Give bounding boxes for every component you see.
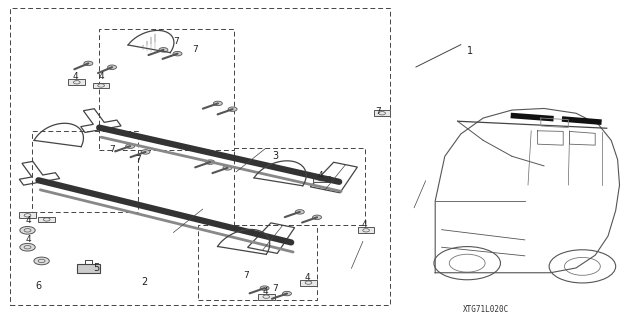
Circle shape — [260, 286, 269, 290]
Text: 2: 2 — [141, 277, 147, 287]
Text: 4: 4 — [263, 287, 268, 296]
Text: 7: 7 — [273, 284, 278, 293]
Text: 4: 4 — [26, 235, 31, 244]
Circle shape — [223, 166, 232, 170]
Bar — [300, 280, 317, 286]
Text: 7: 7 — [173, 37, 179, 46]
Bar — [93, 83, 109, 88]
Text: 3: 3 — [272, 151, 278, 161]
Text: 4: 4 — [317, 171, 323, 180]
Text: 4: 4 — [73, 72, 78, 81]
Circle shape — [34, 257, 49, 265]
Text: 4: 4 — [305, 273, 310, 282]
Bar — [19, 212, 36, 218]
Bar — [313, 176, 330, 182]
Text: 7: 7 — [109, 145, 115, 154]
Bar — [32, 131, 138, 212]
Text: 1: 1 — [467, 46, 474, 56]
Circle shape — [282, 291, 291, 296]
Bar — [358, 227, 374, 233]
Circle shape — [125, 144, 134, 148]
Text: 4: 4 — [26, 216, 31, 225]
Circle shape — [141, 150, 150, 154]
Text: XTG71L020C: XTG71L020C — [463, 305, 509, 314]
Circle shape — [205, 160, 214, 164]
Text: 6: 6 — [35, 280, 42, 291]
Circle shape — [213, 101, 222, 106]
Circle shape — [173, 51, 182, 56]
Bar — [99, 29, 234, 150]
Bar — [77, 264, 100, 273]
Bar — [258, 294, 275, 300]
Circle shape — [84, 61, 93, 66]
Text: 5: 5 — [93, 263, 99, 273]
Circle shape — [108, 65, 116, 70]
Circle shape — [228, 107, 237, 111]
Circle shape — [295, 210, 304, 214]
Bar — [68, 79, 85, 85]
Text: 7: 7 — [375, 107, 380, 116]
Text: 7: 7 — [193, 45, 198, 54]
Bar — [374, 110, 390, 116]
Bar — [10, 8, 390, 305]
Text: 4: 4 — [99, 72, 104, 81]
Circle shape — [20, 243, 35, 251]
Bar — [198, 225, 317, 300]
Circle shape — [20, 226, 35, 234]
Text: 7: 7 — [135, 155, 140, 164]
Circle shape — [312, 215, 321, 219]
Text: 7: 7 — [244, 271, 249, 280]
Bar — [234, 148, 365, 225]
Circle shape — [159, 48, 168, 52]
Text: 4: 4 — [362, 220, 367, 229]
Bar — [38, 217, 55, 222]
